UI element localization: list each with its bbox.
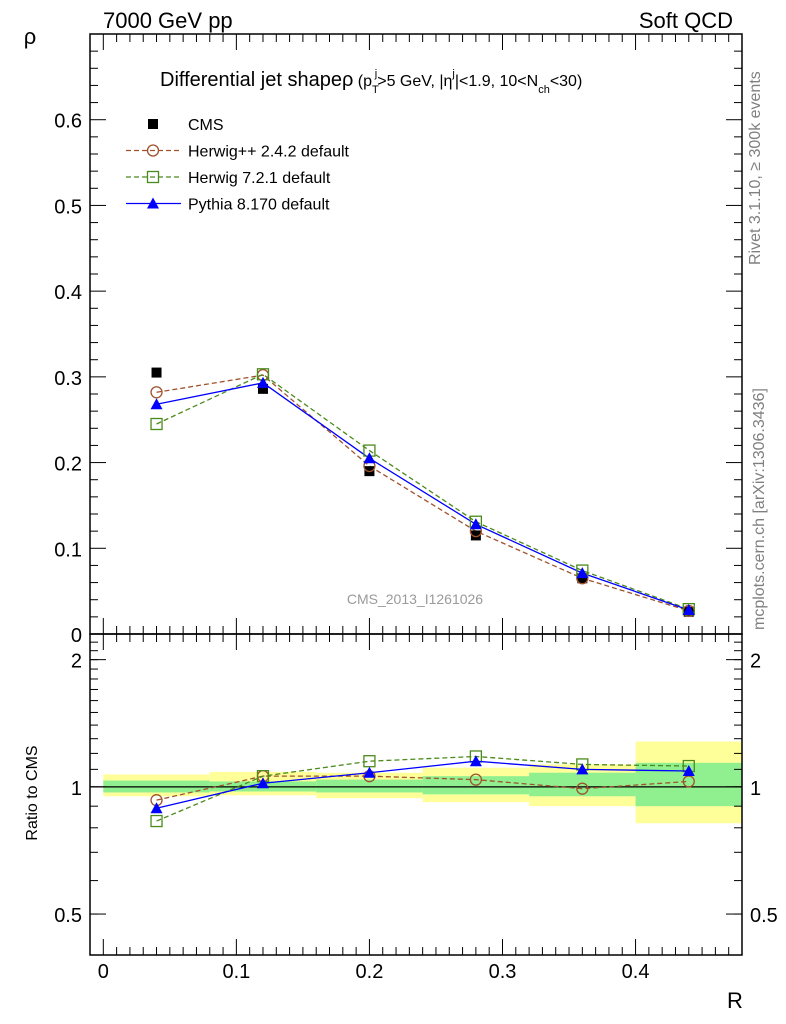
- rivet-version-label: Rivet 3.1.10, ≥ 300k events: [747, 71, 764, 265]
- header-energy-label: 7000 GeV pp: [103, 8, 233, 33]
- main-series-3-point-5: [682, 604, 695, 615]
- analysis-watermark: CMS_2013_I1261026: [347, 591, 483, 607]
- legend-label-3: Pythia 8.170 default: [188, 197, 330, 214]
- legend-marker-2: [146, 170, 160, 184]
- main-series-0-point-0: [151, 367, 162, 378]
- mcplots-label: mcplots.cern.ch [arXiv:1306.3436]: [751, 388, 768, 630]
- stat-band-4: [529, 772, 636, 797]
- main-y-tick-label-3: 0.3: [54, 368, 82, 390]
- ratio-series-2-point-2: [363, 766, 376, 778]
- main-y-axis-label: ρ: [24, 24, 37, 49]
- ratio-y-tick-label-left-1: 1: [71, 778, 82, 800]
- main-y-tick-label-4: 0.4: [54, 282, 82, 304]
- ratio-y-tick-label-left-0: 0.5: [54, 905, 82, 927]
- title-cut2: |<1.9, 10<N: [455, 73, 538, 90]
- legend-marker-0: [148, 119, 158, 129]
- main-series-1-point-0: [150, 386, 163, 399]
- ratio-y-tick-label-right-1: 1: [750, 778, 761, 800]
- header-category-label: Soft QCD: [639, 8, 733, 33]
- ratio-series-2-point-3: [469, 755, 482, 767]
- title-cut1: >5 GeV, |η: [377, 73, 452, 90]
- ratio-y-axis-label: Ratio to CMS: [24, 745, 41, 840]
- legend-marker-3: [147, 197, 159, 209]
- legend-label-1: Herwig++ 2.4.2 default: [188, 144, 350, 161]
- title-sup-j2: j: [451, 68, 454, 80]
- title-close: <30): [550, 73, 582, 90]
- ratio-series-2-point-0: [150, 802, 163, 814]
- ratio-series-0-point-4: [576, 782, 589, 795]
- main-series-0-point-4: [577, 573, 588, 584]
- x-tick-label-2: 0.2: [356, 961, 384, 983]
- main-y-tick-label-5: 0.5: [54, 196, 82, 218]
- title-main: Differential jet shape: [160, 69, 342, 91]
- ratio-series-line-2: [156, 760, 689, 809]
- main-series-0-point-1: [257, 383, 268, 394]
- title-open: (p: [353, 73, 372, 90]
- main-y-tick-label-2: 0.2: [54, 454, 82, 476]
- ratio-frame: [89, 633, 743, 956]
- x-tick-label-0: 0: [98, 961, 109, 983]
- ratio-series-2-point-5: [682, 765, 695, 777]
- title-sub-ch: ch: [538, 84, 550, 96]
- title-sub-t: T: [372, 84, 379, 96]
- ratio-series-2-point-1: [256, 777, 269, 789]
- main-series-3-point-2: [363, 452, 376, 464]
- ratio-series-1-point-0: [150, 814, 163, 828]
- ratio-y-tick-label-right-0: 0.5: [750, 905, 778, 927]
- main-series-3-point-3: [469, 518, 482, 530]
- ratio-plot-area: 0 0.1 0.2 0.3 0.4 0.5 0.5 1 1 2 2: [54, 633, 778, 983]
- legend-marker-1: [146, 144, 160, 157]
- x-tick-label-3: 0.3: [489, 961, 517, 983]
- x-tick-label-1: 0.1: [222, 961, 250, 983]
- title-sup-j1: j: [374, 68, 377, 80]
- main-series-3-point-0: [150, 398, 163, 410]
- main-title: Differential jet shapeρ (pTj>5 GeV, |ηj|…: [160, 68, 582, 96]
- legend: CMS Herwig++ 2.4.2 default Herwig 7.2.1 de…: [126, 117, 350, 214]
- main-series-3-point-4: [576, 567, 589, 579]
- title-rho: ρ: [342, 69, 353, 91]
- ratio-series-0-point-3: [469, 773, 483, 786]
- ratio-series-line-1: [156, 755, 689, 822]
- x-tick-label-4: 0.4: [622, 961, 650, 983]
- main-series-3-point-1: [256, 376, 269, 388]
- main-series-line-1: [156, 374, 689, 612]
- legend-label-2: Herwig 7.2.1 default: [188, 170, 331, 187]
- ratio-series-2-point-4: [576, 763, 589, 775]
- main-y-tick-label-1: 0.1: [54, 539, 82, 561]
- stat-band-2: [316, 779, 423, 793]
- ratio-series-1-point-2: [363, 755, 376, 768]
- main-series-line-2: [156, 373, 689, 610]
- main-series-line-3: [156, 382, 689, 611]
- ratio-y-tick-label-left-2: 2: [71, 651, 82, 673]
- legend-label-0: CMS: [188, 117, 224, 134]
- x-axis-label: R: [727, 988, 743, 1013]
- ratio-series-line-0: [156, 775, 689, 801]
- main-series-0-point-3: [470, 530, 481, 541]
- main-series-2-point-0: [150, 417, 163, 431]
- main-y-tick-label-6: 0.6: [54, 111, 82, 133]
- main-y-tick-label-0: 0: [71, 625, 82, 647]
- ratio-y-tick-label-right-2: 2: [750, 651, 761, 673]
